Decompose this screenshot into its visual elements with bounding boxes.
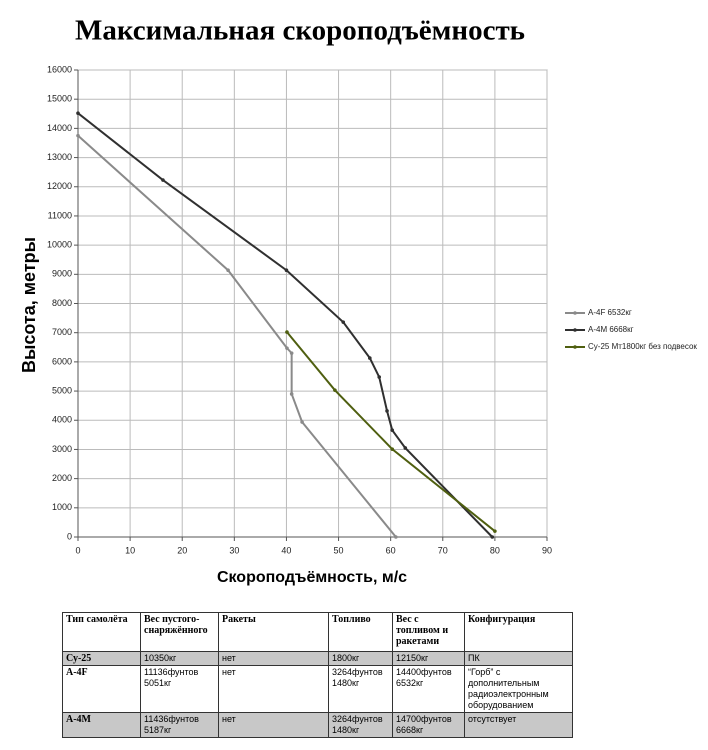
- header-cell: Топливо: [328, 612, 393, 652]
- y-tick-label: 8000: [52, 298, 72, 308]
- table-row: А-4F 11136фунтов 5051кг нет 3264фунтов 1480…: [62, 665, 573, 713]
- legend-label: А-4F 6532кг: [588, 308, 632, 317]
- y-tick-label: 13000: [47, 152, 72, 162]
- header-cell: Конфигурация: [464, 612, 573, 652]
- y-tick-label: 10000: [47, 240, 72, 250]
- data-point: [493, 529, 497, 533]
- table-cell: нет: [218, 712, 329, 738]
- y-tick-label: 0: [67, 531, 72, 541]
- data-point: [289, 392, 294, 396]
- data-point: [76, 111, 80, 115]
- table-cell: 14400фунтов 6532кг: [392, 665, 465, 713]
- legend-label: А-4М 6668кг: [588, 325, 634, 334]
- table-cell: 12150кг: [392, 651, 465, 666]
- y-tick-label: 4000: [52, 415, 72, 425]
- y-tick-label: 5000: [52, 385, 72, 395]
- data-point: [390, 447, 395, 451]
- data-point: [285, 330, 289, 334]
- table-row: Су-25 10350кг нет 1800кг 12150кг ПК: [62, 651, 573, 666]
- table-cell: 10350кг: [140, 651, 219, 666]
- x-tick-label: 0: [75, 545, 80, 555]
- table-cell: 3264фунтов 1480кг: [328, 665, 393, 713]
- data-point: [284, 268, 289, 273]
- legend-marker: [573, 328, 577, 332]
- data-point: [333, 388, 337, 392]
- data-point: [385, 409, 389, 413]
- legend-marker: [573, 345, 577, 349]
- x-tick-label: 50: [334, 545, 344, 555]
- chart: Максимальная скороподъёмность Скороподъё…: [19, 15, 698, 587]
- table-cell: “Горб” с дополнительным радиоэлектронным…: [464, 665, 573, 713]
- series-line: [77, 112, 493, 538]
- data-point: [289, 351, 294, 355]
- table-cell: 11436фунтов 5187кг: [140, 712, 219, 738]
- y-tick-label: 12000: [47, 181, 72, 191]
- data-point: [161, 178, 165, 182]
- y-tick-label: 15000: [47, 94, 72, 104]
- y-tick-label: 2000: [52, 473, 72, 483]
- y-tick-label: 16000: [47, 64, 72, 74]
- x-tick-label: 90: [542, 545, 552, 555]
- table-header: Тип самолёта Вес пустого-снаряжённого Раке…: [62, 612, 573, 652]
- table-cell: 14700фунтов 6668кг: [392, 712, 465, 738]
- table-body: Су-25 10350кг нет 1800кг 12150кг ПК А-4F 11136ф…: [62, 651, 573, 738]
- x-tick-label: 70: [438, 545, 448, 555]
- header-cell: Вес с топливом и ракетами: [392, 612, 465, 652]
- data-point: [390, 428, 395, 432]
- data-point: [368, 356, 372, 360]
- legend-label: Су-25 Мт1800кг без подвесок: [588, 342, 697, 351]
- table-cell: нет: [218, 665, 329, 713]
- x-tick-label: 80: [490, 545, 500, 555]
- data-point: [394, 535, 398, 539]
- y-tick-label: 9000: [52, 269, 72, 279]
- table-cell: Су-25: [62, 651, 141, 666]
- y-tick-label: 1000: [52, 502, 72, 512]
- x-axis-label: Скороподъёмность, м/с: [217, 569, 407, 586]
- table-cell: 11136фунтов 5051кг: [140, 665, 219, 713]
- x-tick-label: 30: [229, 545, 239, 555]
- data-point: [226, 268, 230, 273]
- table-row: А-4М 11436фунтов 5187кг нет 3264фунтов 1480…: [62, 712, 573, 738]
- header-cell: Вес пустого-снаряжённого: [140, 612, 219, 652]
- table-cell: А-4М: [62, 712, 141, 738]
- y-tick-label: 14000: [47, 123, 72, 133]
- data-point: [490, 535, 495, 539]
- data-point: [285, 346, 289, 350]
- header-cell: Ракеты: [218, 612, 329, 652]
- x-tick-label: 40: [281, 545, 291, 555]
- data-point: [403, 446, 408, 450]
- table-cell: 3264фунтов 1480кг: [328, 712, 393, 738]
- x-tick-label: 10: [125, 545, 135, 555]
- legend-marker: [573, 311, 577, 315]
- series-line: [286, 331, 496, 532]
- header-cell: Тип самолёта: [62, 612, 141, 652]
- table-cell: А-4F: [62, 665, 141, 713]
- table-cell: ПК: [464, 651, 573, 666]
- y-tick-label: 6000: [52, 356, 72, 366]
- data-point: [377, 375, 382, 379]
- data-point: [341, 320, 346, 324]
- y-tick-label: 3000: [52, 444, 72, 454]
- y-axis-label: Высота, метры: [19, 237, 39, 373]
- table-cell: отсутствует: [464, 712, 573, 738]
- table-cell: 1800кг: [328, 651, 393, 666]
- chart-title: Максимальная скороподъёмность: [75, 15, 525, 47]
- x-tick-label: 60: [386, 545, 396, 555]
- y-tick-label: 11000: [48, 210, 72, 220]
- table-cell: нет: [218, 651, 329, 666]
- spec-table: Тип самолёта Вес пустого-снаряжённого Раке…: [62, 612, 573, 738]
- data-point: [300, 420, 304, 424]
- y-tick-label: 7000: [52, 327, 72, 337]
- x-tick-label: 20: [177, 545, 187, 555]
- data-point: [76, 133, 80, 138]
